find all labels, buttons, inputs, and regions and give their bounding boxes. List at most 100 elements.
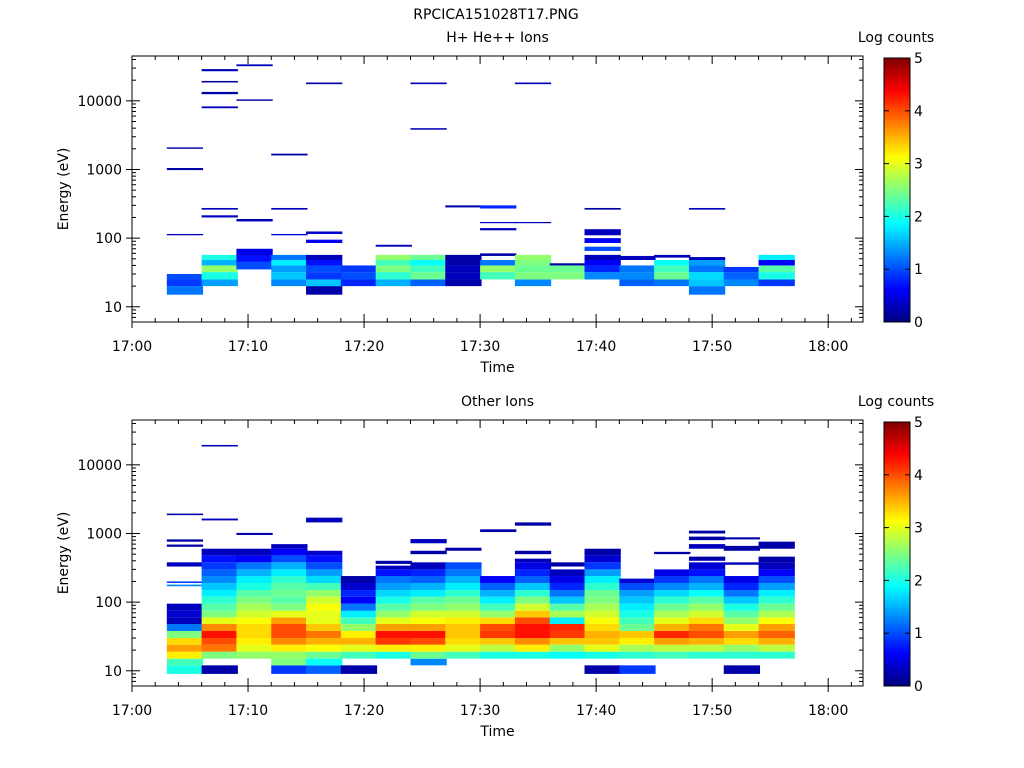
heatmap-cell [375, 560, 412, 564]
heatmap-cell [410, 630, 447, 639]
x-tick-label: 17:50 [692, 339, 732, 355]
y-tick-label: 100 [95, 595, 122, 611]
heatmap-cell [549, 265, 586, 273]
heatmap-cell [271, 651, 308, 659]
heatmap-cell [410, 658, 447, 666]
heatmap-cell [480, 603, 517, 611]
heatmap-cell [584, 582, 621, 591]
heatmap-cell [688, 590, 726, 597]
heatmap-cell [340, 582, 378, 591]
heatmap-cell [654, 279, 691, 287]
heatmap-cell [271, 272, 308, 280]
heatmap-cell [410, 82, 447, 85]
heatmap-cell [410, 596, 447, 604]
heatmap-cell [166, 147, 204, 149]
heatmap-cell [723, 582, 761, 591]
heatmap-cell [201, 624, 238, 631]
heatmap-cell [306, 254, 343, 261]
heatmap-cell [271, 576, 308, 583]
heatmap-cell [271, 254, 308, 261]
heatmap-cell [340, 610, 378, 618]
heatmap-cell [271, 279, 308, 287]
heatmap-cell [201, 603, 238, 611]
heatmap-cell [410, 128, 447, 130]
heatmap-cell [340, 651, 378, 659]
heatmap-cell [201, 569, 238, 577]
heatmap-cell [201, 272, 238, 280]
heatmap-cell [654, 624, 691, 631]
heatmap-cell [654, 590, 691, 597]
heatmap-cell [584, 603, 621, 611]
heatmap-cell [375, 651, 412, 659]
heatmap-cell [514, 576, 552, 583]
x-tick-label: 17:40 [576, 703, 616, 719]
heatmap-cell [201, 254, 238, 261]
x-tick-label: 18:00 [808, 703, 848, 719]
heatmap-cell [654, 582, 691, 591]
heatmap-cell [549, 617, 586, 625]
heatmap-cell [688, 260, 726, 266]
x-tick-label: 17:00 [112, 339, 152, 355]
heatmap-cell [584, 638, 621, 645]
heatmap-cell [758, 644, 795, 652]
heatmap-cell [236, 64, 273, 67]
heatmap-cell [758, 260, 795, 266]
heatmap-cell [445, 260, 482, 266]
heatmap-cell [306, 651, 343, 659]
heatmap-cell [445, 603, 482, 611]
y-axis-label: Energy (eV) [56, 512, 72, 595]
heatmap-cell [549, 562, 586, 567]
heatmap-cell [723, 630, 761, 639]
heatmap-cell [201, 215, 238, 218]
heatmap-cell [584, 624, 621, 631]
heatmap-cell [166, 584, 204, 587]
heatmap-cell [410, 272, 447, 280]
heatmap-cell [410, 562, 447, 570]
heatmap-cell [514, 550, 552, 555]
heatmap-cell [758, 265, 795, 273]
heatmap-cell [723, 537, 761, 540]
heatmap-cell [480, 221, 517, 224]
heatmap-cell [688, 562, 726, 570]
heatmap-cell [723, 644, 761, 652]
heatmap-cell [306, 555, 343, 563]
heatmap-cell [236, 562, 273, 570]
heatmap-cell [619, 665, 656, 674]
heatmap-cell [271, 544, 308, 549]
colorbar-tick-label: 1 [914, 626, 923, 642]
heatmap-cell [166, 562, 204, 567]
heatmap-cell [654, 569, 691, 577]
heatmap-cell [758, 596, 795, 604]
heatmap-cells [166, 444, 795, 674]
heatmap-cell [619, 651, 656, 659]
heatmap-cell [584, 644, 621, 652]
heatmap-cell [201, 555, 238, 563]
heatmap-cell [410, 617, 447, 625]
colorbar-tick-label: 4 [914, 104, 923, 120]
heatmap-cell [549, 582, 586, 591]
panel-title: H+ He++ Ions [446, 30, 549, 46]
heatmap-cell [306, 260, 343, 266]
heatmap-cell [514, 610, 552, 618]
colorbar-tick-label: 2 [914, 573, 923, 589]
heatmap-cell [584, 596, 621, 604]
heatmap-cell [584, 548, 621, 556]
heatmap-cell [584, 590, 621, 597]
heatmap-cell [375, 624, 412, 631]
heatmap-cell [236, 576, 273, 583]
heatmap-cell [306, 279, 343, 287]
heatmap-cell [410, 638, 447, 645]
heatmap-cell [340, 603, 378, 611]
heatmap-cell [758, 624, 795, 631]
heatmap-cell [514, 279, 552, 287]
heatmap-cell [375, 644, 412, 652]
heatmap-cell [514, 254, 552, 261]
heatmap-cell [340, 624, 378, 631]
heatmap-cell [549, 638, 586, 645]
x-tick-label: 17:30 [460, 703, 500, 719]
heatmap-cell [445, 576, 482, 583]
heatmap-cell [445, 610, 482, 618]
heatmap-cell [236, 590, 273, 597]
heatmap-cell [271, 153, 308, 156]
heatmap-cell [410, 539, 447, 544]
